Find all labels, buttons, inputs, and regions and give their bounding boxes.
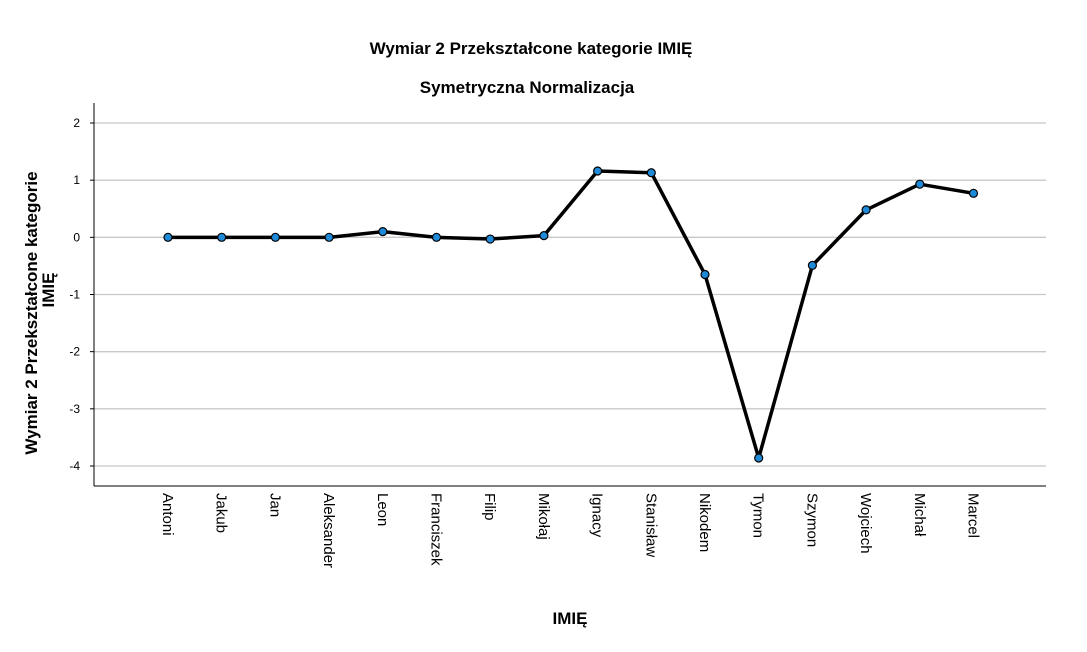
x-tick-label: Marcel xyxy=(965,493,982,538)
y-tick-label: 0 xyxy=(73,230,80,244)
data-point xyxy=(592,166,603,176)
x-tick-label: Antoni xyxy=(159,493,176,536)
y-tick-label: 1 xyxy=(73,173,80,187)
x-tick-labels: Antoni Jakub Jan Aleksander Leon Franciszek Fi… xyxy=(159,493,982,568)
y-tick-label: -1 xyxy=(69,288,80,302)
x-tick-label: Mikołaj xyxy=(535,493,552,540)
y-tick-label: -4 xyxy=(69,459,80,473)
x-axis-title: IMIĘ xyxy=(553,609,588,628)
y-axis-title-line2: IMIĘ xyxy=(39,273,58,308)
data-point xyxy=(539,231,549,241)
data-point xyxy=(217,232,227,242)
data-point xyxy=(431,232,442,242)
data-point xyxy=(485,234,495,244)
x-tick-label: Franciszek xyxy=(428,493,445,566)
data-point xyxy=(378,227,388,237)
y-tick-labels: 2 1 0 -1 -2 -3 -4 xyxy=(69,116,80,473)
data-point xyxy=(754,453,764,463)
data-point xyxy=(915,179,925,189)
x-tick-label: Ignacy xyxy=(589,493,606,538)
data-point xyxy=(646,168,656,178)
x-tick-label: Szymon xyxy=(803,493,820,547)
x-tick-label: Wojciech xyxy=(857,493,874,554)
x-tick-label: Jakub xyxy=(213,493,230,533)
y-axis-title-line1: Wymiar 2 Przekształcone kategorie xyxy=(22,171,41,454)
chart-subtitle: Symetryczna Normalizacja xyxy=(420,78,635,97)
data-point xyxy=(270,232,280,242)
x-tick-label: Leon xyxy=(374,493,391,526)
x-tick-label: Aleksander xyxy=(320,493,337,568)
data-point xyxy=(163,232,173,242)
y-tick-label: -2 xyxy=(69,345,80,359)
y-tick-label: -3 xyxy=(69,402,80,416)
data-point xyxy=(968,188,979,198)
data-point xyxy=(861,205,871,215)
x-tick-label: Stanisław xyxy=(642,493,659,557)
series-line xyxy=(168,169,974,460)
x-tick-label: Jan xyxy=(266,493,283,517)
x-tick-label: Nikodem xyxy=(696,493,713,552)
series-markers xyxy=(163,166,979,463)
gridlines xyxy=(90,122,1046,467)
x-tick-label: Filip xyxy=(481,493,498,521)
chart-title: Wymiar 2 Przekształcone kategorie IMIĘ xyxy=(370,39,693,58)
data-point xyxy=(324,232,334,242)
x-tick-label: Michał xyxy=(911,493,928,537)
y-tick-label: 2 xyxy=(73,116,80,130)
axes xyxy=(93,103,1046,487)
data-point xyxy=(700,269,710,280)
data-line xyxy=(168,169,974,460)
data-point xyxy=(807,260,818,270)
x-tick-label: Tymon xyxy=(750,493,767,538)
